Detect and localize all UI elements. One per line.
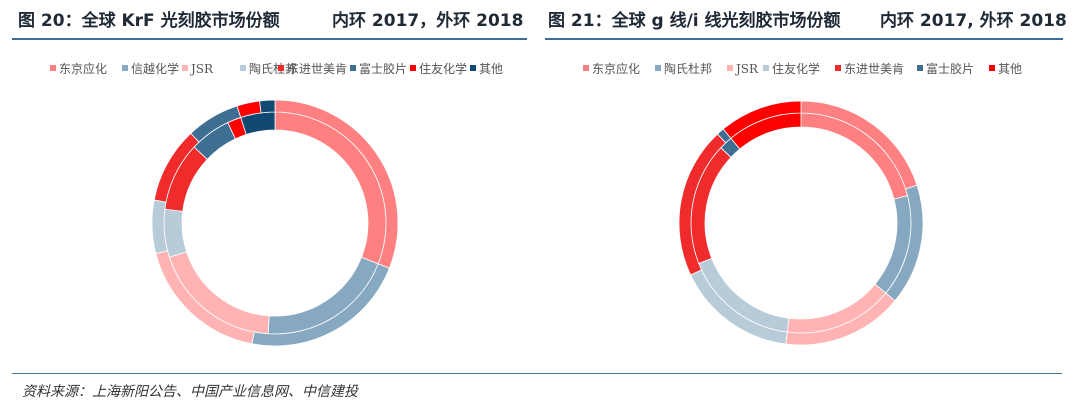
donut-slice-outer-7: [259, 99, 276, 114]
legend-label: 东进世美肯: [287, 62, 347, 76]
legend-swatch: [50, 65, 56, 71]
legend-item: JSR: [727, 62, 759, 76]
legend-swatch: [727, 65, 733, 71]
legend-swatch: [583, 65, 589, 71]
donut-slice-inner-0: [274, 111, 387, 265]
chart-legend: 东京应化 陶氏杜邦 JSR 住友化学 东进世美肯 富士胶片 其他: [583, 61, 1022, 76]
legend-item: 富士胶片: [917, 61, 974, 76]
legend-label: 其他: [479, 62, 503, 76]
legend-swatch: [655, 65, 661, 71]
legend-item: 其他: [470, 62, 503, 76]
figure-20-title: 图 20：全球 KrF 光刻胶市场份额: [18, 11, 280, 31]
inner-ring-2017: [690, 112, 912, 334]
legend-label: JSR: [189, 62, 214, 76]
legend-label: 富士胶片: [359, 61, 407, 76]
figure-20-subtitle: 内环 2017，外环 2018: [332, 11, 524, 31]
source-note: 资料来源：上海新阳公告、中国产业信息网、中信建投: [22, 384, 358, 400]
legend-item: JSR: [182, 62, 214, 76]
figure-20-rule: [12, 38, 527, 40]
legend-item: 富士胶片: [350, 61, 407, 76]
legend-label: 信越化学: [131, 61, 179, 76]
legend-swatch: [240, 65, 246, 71]
gi-line-donut-chart: 东京应化 陶氏杜邦 JSR 住友化学 东进世美肯 富士胶片 其他: [583, 61, 1022, 346]
legend-label: 陶氏杜邦: [664, 61, 712, 76]
figure-21-rule: [545, 38, 1063, 40]
inner-ring-2017: [163, 111, 387, 335]
legend-label: 富士胶片: [926, 61, 974, 76]
legend-swatch: [917, 65, 923, 71]
figure-21-subtitle: 内环 2017, 外环 2018: [880, 11, 1067, 31]
outer-ring-2018: [678, 100, 924, 346]
legend-label: 其他: [998, 62, 1022, 76]
legend-item: 东京应化: [583, 61, 640, 76]
legend-item: 住友化学: [763, 61, 820, 76]
legend-item: 东进世美肯: [835, 62, 904, 76]
legend-label: 陶氏杜邦: [249, 61, 297, 76]
legend-item: 东京应化: [50, 61, 107, 76]
legend-label: 住友化学: [419, 61, 467, 76]
legend-label: 东京应化: [59, 61, 107, 76]
figure-21-title: 图 21：全球 g 线/i 线光刻胶市场份额: [548, 11, 841, 31]
legend-item: 陶氏杜邦: [655, 61, 712, 76]
legend-item: 信越化学: [122, 61, 179, 76]
legend-label: 住友化学: [772, 61, 820, 76]
legend-swatch: [182, 65, 188, 71]
legend-swatch: [470, 65, 476, 71]
legend-label: 东进世美肯: [844, 62, 904, 76]
bottom-rule: [12, 373, 1062, 374]
donut-slice-outer-6: [722, 100, 802, 139]
legend-label: JSR: [734, 62, 759, 76]
legend-item: 住友化学: [410, 61, 467, 76]
legend-item: 其他: [989, 62, 1022, 76]
legend-swatch: [350, 65, 356, 71]
legend-swatch: [278, 65, 284, 71]
legend-item: 东进世美肯: [278, 62, 347, 76]
legend-swatch: [122, 65, 128, 71]
outer-ring-2018: [151, 99, 399, 347]
legend-swatch: [989, 65, 995, 71]
legend-label: 东京应化: [592, 61, 640, 76]
legend-swatch: [835, 65, 841, 71]
legend-swatch: [410, 65, 416, 71]
legend-item: 陶氏杜邦: [240, 61, 297, 76]
legend-swatch: [763, 65, 769, 71]
